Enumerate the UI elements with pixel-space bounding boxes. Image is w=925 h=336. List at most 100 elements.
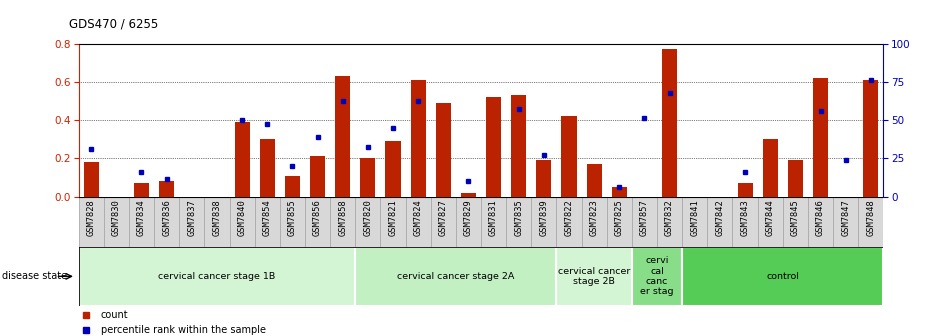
Bar [134,183,149,197]
Text: GSM7840: GSM7840 [238,199,247,236]
Bar [335,76,351,197]
Text: control: control [766,272,799,281]
Text: GSM7831: GSM7831 [489,199,498,236]
Text: GSM7824: GSM7824 [413,199,423,236]
Bar [758,197,783,247]
Bar [83,162,99,197]
Text: GSM7838: GSM7838 [213,199,221,236]
Text: GSM7832: GSM7832 [665,199,674,236]
Text: GSM7823: GSM7823 [589,199,598,236]
Bar [512,95,526,197]
Text: GSM7846: GSM7846 [816,199,825,236]
Bar [561,116,576,197]
Text: percentile rank within the sample: percentile rank within the sample [101,325,265,335]
Text: GSM7822: GSM7822 [564,199,574,236]
Bar [683,247,883,306]
Text: cervical cancer stage 1B: cervical cancer stage 1B [158,272,276,281]
Text: GSM7836: GSM7836 [162,199,171,236]
Text: GSM7828: GSM7828 [87,199,95,236]
Text: GSM7834: GSM7834 [137,199,146,236]
Bar [405,197,431,247]
Bar [310,157,325,197]
Bar [632,197,657,247]
Bar [380,197,405,247]
Bar [235,122,250,197]
Text: GSM7820: GSM7820 [364,199,373,236]
Bar [260,139,275,197]
Bar [858,197,883,247]
Text: GSM7844: GSM7844 [766,199,775,236]
Bar [436,103,450,197]
Bar [506,197,531,247]
Bar [159,181,174,197]
Bar [330,197,355,247]
Bar [386,141,401,197]
Bar [431,197,456,247]
Bar [486,97,501,197]
Bar [582,197,607,247]
Bar [863,80,879,197]
Text: count: count [101,310,129,321]
Text: GSM7858: GSM7858 [339,199,347,236]
Text: GSM7821: GSM7821 [388,199,398,236]
Text: GSM7855: GSM7855 [288,199,297,236]
Bar [683,197,708,247]
Bar [833,197,858,247]
Bar [360,158,376,197]
Bar [79,197,104,247]
Bar [557,247,632,306]
Bar [129,197,154,247]
Bar [179,197,204,247]
Text: GSM7848: GSM7848 [867,199,875,236]
Bar [733,197,758,247]
Bar [481,197,506,247]
Text: GSM7856: GSM7856 [313,199,322,236]
Bar [632,247,683,306]
Text: GSM7843: GSM7843 [741,199,749,236]
Bar [461,193,476,197]
Text: GSM7825: GSM7825 [615,199,623,236]
Text: GSM7841: GSM7841 [690,199,699,236]
Bar [204,197,229,247]
Bar [229,197,254,247]
Bar [254,197,279,247]
Text: GSM7829: GSM7829 [464,199,473,236]
Bar [813,78,828,197]
Bar [607,197,632,247]
Bar [611,187,627,197]
Bar [808,197,833,247]
Bar [154,197,179,247]
Text: cervi
cal
canc
er stag: cervi cal canc er stag [640,256,673,296]
Bar [104,197,129,247]
Bar [762,139,778,197]
Bar [788,160,803,197]
Bar [285,175,300,197]
Bar [536,160,551,197]
Bar [355,247,557,306]
Text: GSM7854: GSM7854 [263,199,272,236]
Text: GSM7830: GSM7830 [112,199,121,236]
Text: GSM7837: GSM7837 [187,199,196,236]
Bar [783,197,808,247]
Bar [662,49,677,197]
Text: cervical cancer
stage 2B: cervical cancer stage 2B [558,267,630,286]
Bar [411,80,426,197]
Text: disease state: disease state [2,271,67,281]
Text: GSM7847: GSM7847 [841,199,850,236]
Bar [708,197,733,247]
Text: GSM7857: GSM7857 [640,199,649,236]
Bar [657,197,683,247]
Text: GSM7839: GSM7839 [539,199,549,236]
Text: GSM7842: GSM7842 [715,199,724,236]
Bar [305,197,330,247]
Bar [557,197,582,247]
Text: GSM7827: GSM7827 [438,199,448,236]
Text: cervical cancer stage 2A: cervical cancer stage 2A [397,272,514,281]
Text: GSM7845: GSM7845 [791,199,800,236]
Bar [531,197,557,247]
Bar [737,183,753,197]
Bar [79,247,355,306]
Bar [355,197,380,247]
Text: GSM7835: GSM7835 [514,199,524,236]
Bar [456,197,481,247]
